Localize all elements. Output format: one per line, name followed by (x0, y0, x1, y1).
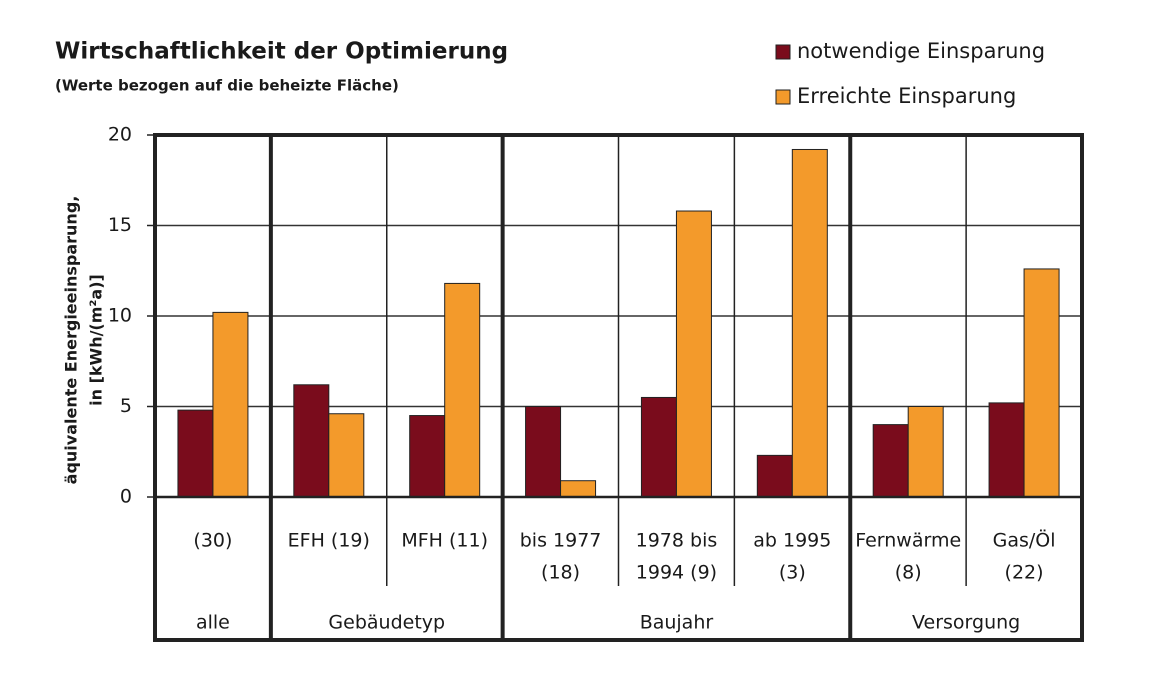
bar (525, 406, 562, 498)
y-tick-label: 15 (108, 214, 132, 236)
group-label: Baujahr (640, 612, 714, 634)
x-tick-label: Fernwärme (855, 530, 961, 552)
bar (293, 384, 330, 498)
y-axis-label: in [kWh/(m²a)] (87, 274, 106, 406)
x-tick-label: bis 1977 (520, 530, 602, 552)
x-tick-label: MFH (11) (401, 530, 488, 552)
bar (640, 396, 677, 498)
legend-swatch (775, 44, 791, 60)
x-tick-label: (8) (895, 562, 922, 584)
group-label: Gebäudetyp (328, 612, 445, 634)
bar (1023, 268, 1060, 498)
x-tick-label: ab 1995 (753, 530, 831, 552)
legend-swatch (775, 89, 791, 105)
frame (153, 133, 1084, 642)
x-tick-label: (22) (1005, 562, 1044, 584)
x-tick-label: (30) (193, 530, 232, 552)
chart-title: Wirtschaftlichkeit der Optimierung (55, 39, 508, 65)
bar (409, 415, 446, 498)
group-label: alle (196, 612, 230, 634)
bar (177, 409, 214, 498)
y-tick-label: 20 (108, 124, 132, 146)
y-axis-label: äquivalente Energieeinsparung, (62, 196, 81, 485)
x-tick-label: 1994 (9) (636, 562, 717, 584)
bar (872, 424, 909, 498)
legend-label: notwendige Einsparung (797, 39, 1045, 63)
x-tick-label: (3) (779, 562, 806, 584)
bar (988, 402, 1025, 498)
chart-subtitle: (Werte bezogen auf die beheizte Fläche) (55, 77, 399, 95)
y-tick-label: 10 (108, 305, 132, 327)
bar (444, 282, 481, 498)
x-tick-label: 1978 bis (636, 530, 718, 552)
x-tick-label: Gas/Öl (993, 529, 1056, 552)
legend-label: Erreichte Einsparung (797, 84, 1016, 108)
bar (756, 454, 793, 498)
y-tick-label: 5 (120, 395, 132, 417)
x-tick-label: (18) (541, 562, 580, 584)
bar (907, 406, 944, 498)
bar (328, 413, 365, 498)
x-tick-label: EFH (19) (288, 530, 370, 552)
bar (560, 480, 597, 498)
bar (675, 210, 712, 498)
y-tick-label: 0 (120, 486, 132, 508)
bar (212, 311, 249, 498)
group-label: Versorgung (912, 612, 1020, 634)
bar (791, 148, 828, 498)
